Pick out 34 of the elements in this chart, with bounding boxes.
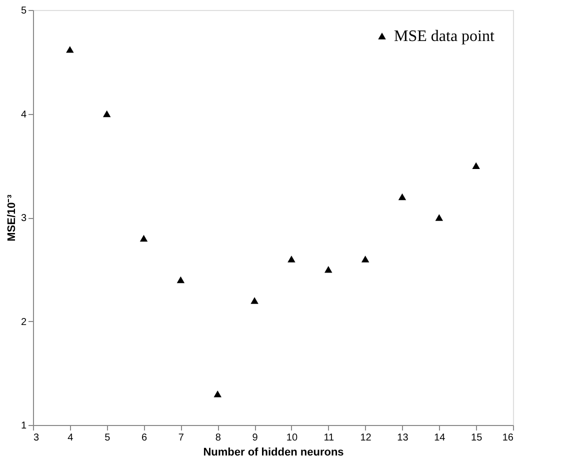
point xyxy=(140,234,148,242)
point xyxy=(435,214,444,221)
point xyxy=(102,110,111,118)
y-tick-label: 4 xyxy=(20,109,27,120)
y-tick-label: 1 xyxy=(20,420,27,432)
x-tick-label: 6 xyxy=(141,432,148,444)
point xyxy=(324,266,332,273)
x-tick-label: 15 xyxy=(471,432,483,444)
point xyxy=(250,297,258,304)
legend-label: MSE data point xyxy=(394,28,495,45)
x-tick-label: 13 xyxy=(397,432,409,444)
point xyxy=(361,256,370,262)
point xyxy=(472,162,480,169)
y-axis-title: MSE/10⁻³ xyxy=(6,194,18,242)
y-tick-label: 2 xyxy=(20,316,27,328)
x-tick-label: 4 xyxy=(68,432,74,444)
point xyxy=(398,193,406,200)
x-tick-label: 8 xyxy=(215,432,222,444)
point xyxy=(288,256,296,262)
y-tick-label: 3 xyxy=(20,213,27,224)
x-tick-label: 12 xyxy=(360,432,372,444)
x-tick-label: 16 xyxy=(502,432,514,444)
x-tick-label: 14 xyxy=(434,432,446,444)
x-tick-label: 3 xyxy=(34,432,40,444)
x-tick-label: 9 xyxy=(252,432,258,444)
point xyxy=(66,46,74,53)
x-tick-label: 5 xyxy=(104,432,111,444)
x-tick-label: 10 xyxy=(286,432,298,444)
x-tick-label: 7 xyxy=(178,432,184,444)
point xyxy=(214,390,222,398)
x-tick-label: 11 xyxy=(324,432,335,444)
point xyxy=(176,276,185,284)
y-tick-label: 5 xyxy=(20,6,27,16)
x-axis-title: Number of hidden neurons xyxy=(203,446,344,458)
